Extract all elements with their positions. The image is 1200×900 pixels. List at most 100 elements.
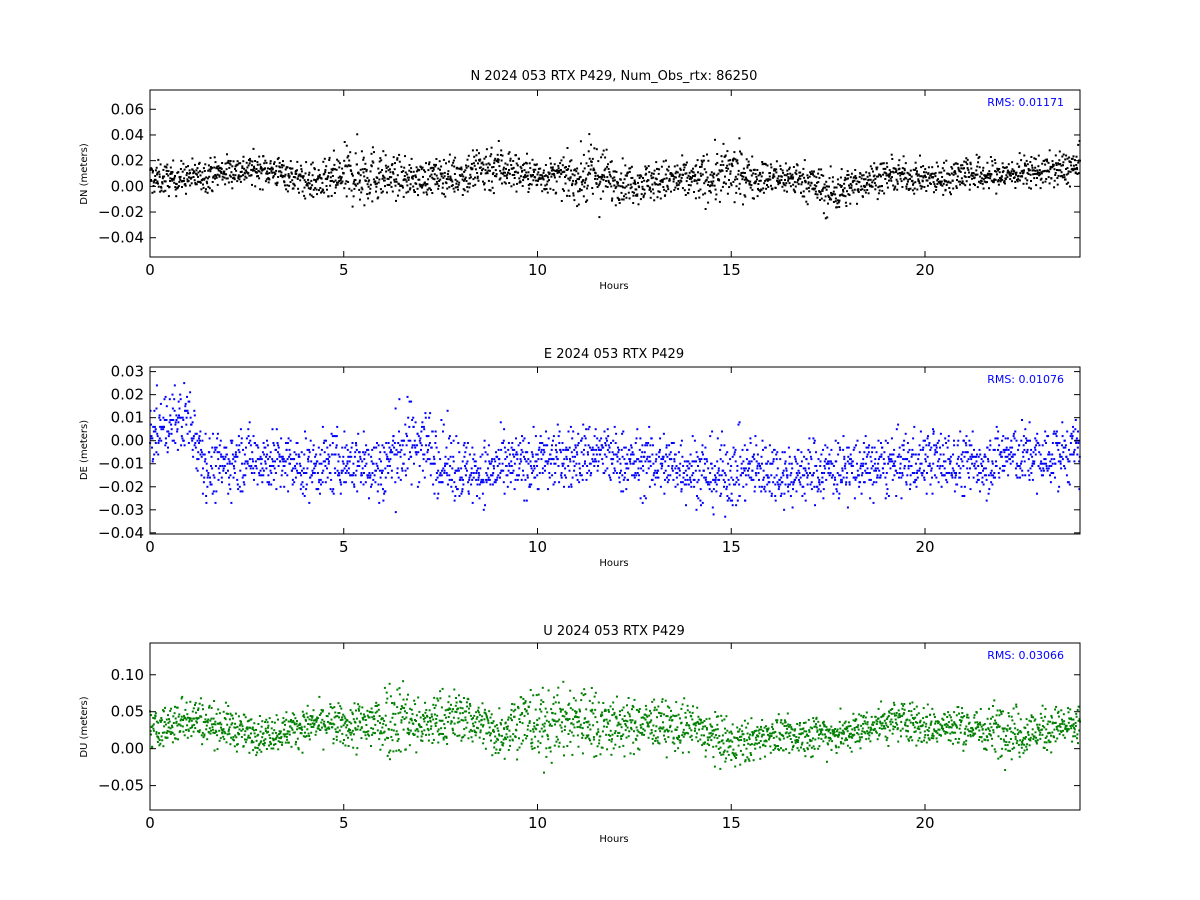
data-point-east: [363, 458, 366, 461]
data-point-north: [1045, 178, 1048, 180]
data-point-east: [666, 481, 669, 484]
data-point-east: [627, 467, 630, 470]
data-point-east: [767, 460, 770, 463]
data-point-north: [431, 192, 434, 194]
data-point-east: [277, 451, 279, 454]
data-point-east: [170, 432, 173, 435]
data-point-east: [693, 439, 696, 442]
data-point-east: [983, 453, 986, 456]
data-point-north: [596, 186, 599, 188]
data-point-east: [779, 458, 782, 461]
data-point-north: [528, 183, 531, 185]
data-point-east: [166, 451, 169, 454]
data-point-north: [769, 163, 772, 166]
data-point-north: [317, 175, 320, 178]
data-point-north: [948, 187, 951, 189]
data-point-north: [574, 168, 577, 171]
data-point-north: [980, 180, 983, 183]
data-point-north: [316, 193, 318, 196]
data-point-east: [160, 428, 163, 431]
data-point-north: [807, 186, 810, 189]
data-point-east: [614, 442, 617, 444]
data-point-east: [901, 472, 904, 474]
data-point-east: [706, 460, 709, 463]
data-point-north: [215, 176, 218, 179]
data-point-east: [620, 469, 622, 472]
data-point-east: [213, 476, 216, 479]
data-point-east: [953, 444, 956, 447]
data-point-east: [560, 476, 563, 479]
data-point-north: [881, 189, 884, 192]
data-point-east: [714, 478, 717, 481]
data-point-east: [667, 474, 670, 477]
data-point-north: [810, 173, 812, 175]
data-point-east: [529, 465, 532, 467]
data-point-east: [576, 478, 579, 481]
data-point-east: [682, 476, 685, 479]
data-point-north: [746, 164, 749, 167]
data-point-north: [1014, 180, 1017, 183]
data-point-north: [389, 181, 392, 184]
data-point-east: [378, 501, 381, 504]
data-point-east: [571, 455, 574, 458]
data-point-north: [249, 159, 252, 162]
data-point-east: [536, 474, 539, 477]
data-point-north: [599, 197, 602, 200]
data-point-east: [389, 458, 392, 461]
data-point-east: [457, 442, 460, 444]
data-point-east: [909, 488, 911, 491]
data-point-east: [312, 472, 314, 474]
data-point-east: [619, 462, 622, 465]
data-point-north: [445, 162, 447, 165]
data-point-east: [645, 472, 648, 474]
data-point-east: [731, 504, 734, 507]
data-point-east: [860, 462, 863, 465]
data-point-east: [171, 419, 173, 421]
data-point-north: [772, 173, 775, 176]
data-point-north: [768, 175, 771, 178]
data-point-east: [452, 460, 455, 463]
data-point-north: [771, 187, 774, 190]
data-point-east: [399, 455, 402, 458]
data-point-north: [281, 176, 284, 179]
data-point-north: [711, 184, 714, 187]
data-point-north: [727, 159, 730, 162]
data-point-north: [681, 187, 684, 190]
data-point-east: [423, 453, 426, 456]
data-point-east: [200, 474, 203, 477]
data-point-north: [823, 199, 826, 202]
data-point-east: [468, 453, 471, 456]
data-point-north: [585, 162, 588, 165]
data-point-east: [464, 451, 467, 454]
data-point-north: [985, 176, 988, 179]
rms-annotation-north: RMS: 0.01171: [987, 96, 1064, 109]
data-point-north: [296, 169, 298, 172]
data-point-north: [989, 156, 992, 158]
data-point-north: [502, 168, 505, 171]
data-point-east: [417, 451, 420, 454]
data-point-east: [315, 462, 317, 465]
data-point-north: [738, 182, 741, 185]
data-point-east: [261, 481, 264, 484]
data-point-east: [449, 465, 452, 467]
data-point-north: [280, 171, 283, 174]
data-point-north: [1049, 168, 1052, 171]
data-point-east: [232, 476, 235, 479]
data-point-east: [961, 495, 964, 497]
data-point-north: [416, 187, 419, 190]
data-point-north: [597, 184, 600, 187]
data-point-north: [839, 184, 842, 187]
data-point-north: [867, 178, 870, 181]
data-point-north: [840, 186, 843, 188]
data-point-north: [969, 163, 972, 166]
data-point-east: [506, 455, 508, 458]
data-point-north: [1022, 171, 1025, 174]
data-point-north: [161, 182, 164, 185]
data-point-east: [985, 474, 987, 477]
data-point-east: [324, 460, 326, 463]
data-point-east: [191, 421, 194, 424]
data-point-north: [432, 166, 435, 169]
data-point-east: [933, 453, 936, 456]
data-point-east: [339, 478, 341, 481]
data-point-north: [332, 149, 335, 152]
